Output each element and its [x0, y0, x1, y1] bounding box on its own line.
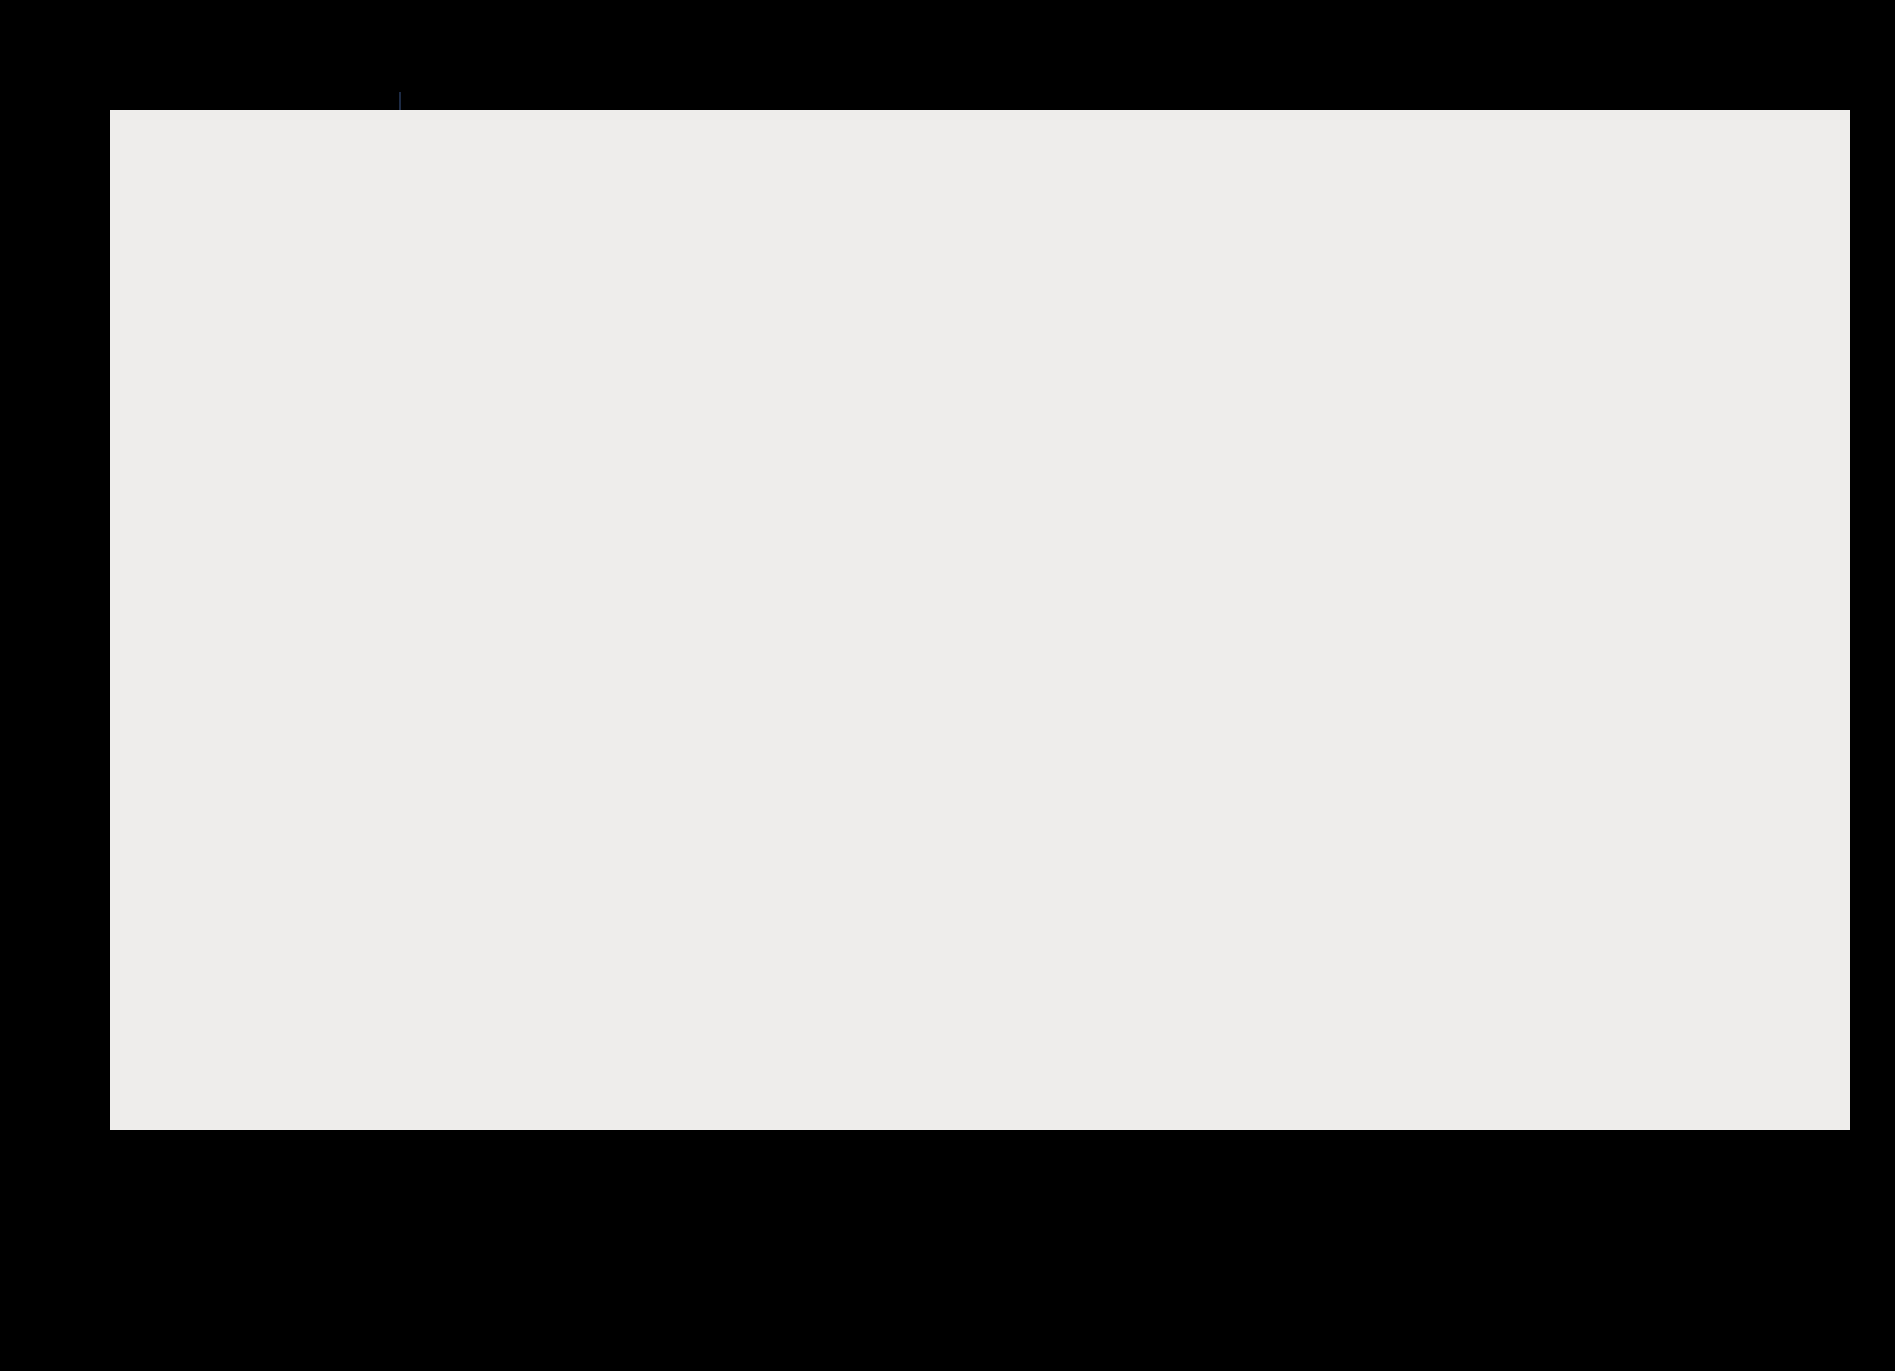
plot-area — [110, 110, 1850, 1130]
cost-comparison-chart — [0, 0, 1895, 1371]
